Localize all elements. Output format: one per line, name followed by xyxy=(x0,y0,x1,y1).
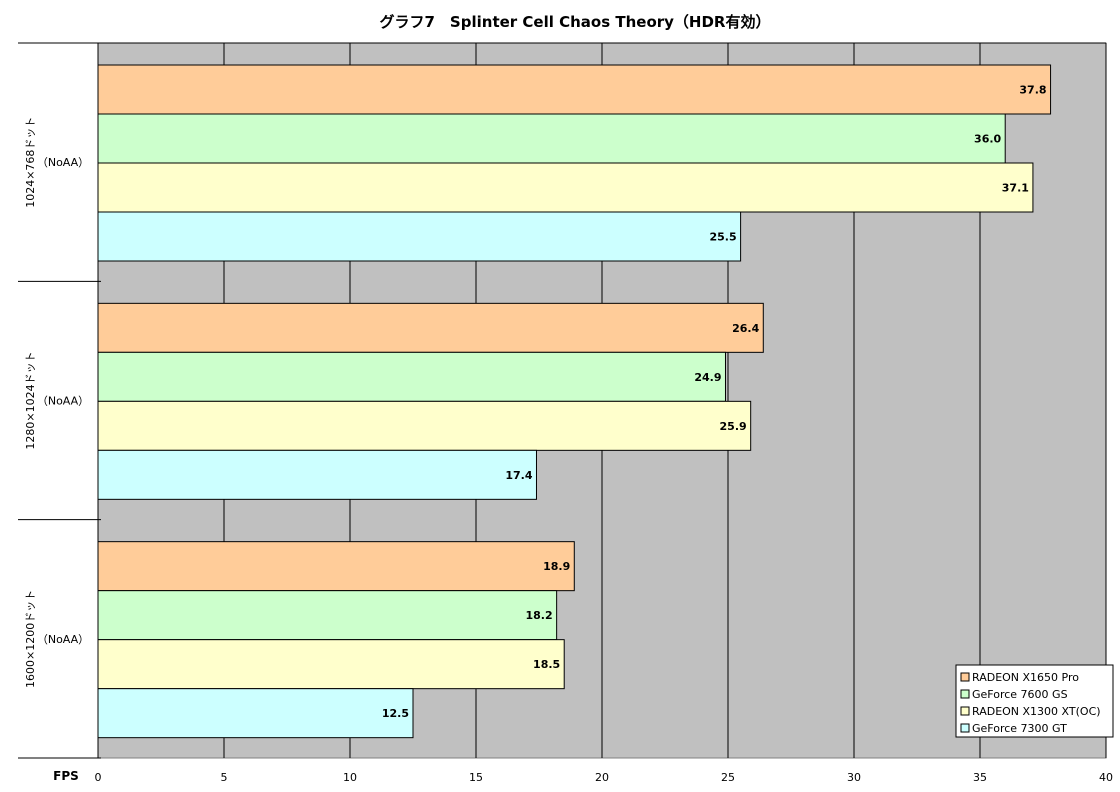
category-label-resolution: 1024×768ドット xyxy=(24,117,37,208)
bar-value-label: 37.1 xyxy=(1002,182,1029,195)
x-tick-label: 20 xyxy=(595,771,609,784)
x-tick-label: 0 xyxy=(95,771,102,784)
bar xyxy=(97,639,565,690)
bar xyxy=(97,449,537,500)
x-axis-label: FPS xyxy=(53,769,79,783)
x-tick-label: 5 xyxy=(221,771,228,784)
bar xyxy=(97,541,575,592)
bar xyxy=(97,590,558,641)
bar-value-label: 26.4 xyxy=(732,322,759,335)
legend-swatch xyxy=(960,723,970,733)
legend-entry: GeForce 7300 GT xyxy=(972,722,1067,735)
x-tick-label: 40 xyxy=(1099,771,1113,784)
bar-value-label: 37.8 xyxy=(1019,84,1046,97)
bar-value-label: 36.0 xyxy=(974,133,1001,146)
category-label-resolution: 1280×1024ドット xyxy=(24,351,37,449)
category-label-aa: （NoAA） xyxy=(37,156,89,169)
category-label-aa: （NoAA） xyxy=(37,395,89,408)
bar xyxy=(97,64,1052,115)
legend-entry: GeForce 7600 GS xyxy=(972,688,1068,701)
legend: RADEON X1650 Pro GeForce 7600 GS RADEON X1… xyxy=(955,664,1114,738)
legend-swatch xyxy=(960,672,970,682)
legend-swatch xyxy=(960,706,970,716)
bar xyxy=(97,351,726,402)
bar xyxy=(97,302,764,353)
bar-value-label: 17.4 xyxy=(505,469,532,482)
chart-title: グラフ7 Splinter Cell Chaos Theory（HDR有効） xyxy=(380,13,771,31)
bar-value-label: 18.5 xyxy=(533,658,560,671)
bar xyxy=(97,211,742,262)
x-tick-label: 15 xyxy=(469,771,483,784)
bar xyxy=(97,162,1034,213)
x-tick-label: 30 xyxy=(847,771,861,784)
bar xyxy=(97,113,1006,164)
legend-box xyxy=(955,664,1114,738)
bar-value-label: 18.2 xyxy=(525,609,552,622)
x-tick-label: 35 xyxy=(973,771,987,784)
bar-value-label: 24.9 xyxy=(694,371,721,384)
bars: 37.8 36.0 37.1 25.5 26.4 24.9 25.9 17.4 18.9 18.2… xyxy=(97,64,1052,739)
bar-value-label: 25.9 xyxy=(720,420,747,433)
bar-value-label: 12.5 xyxy=(382,707,409,720)
legend-entry: RADEON X1300 XT(OC) xyxy=(972,705,1101,718)
x-tick-label: 25 xyxy=(721,771,735,784)
category-label-resolution: 1600×1200ドット xyxy=(24,590,37,688)
bar-value-label: 18.9 xyxy=(543,560,570,573)
bar-value-label: 25.5 xyxy=(709,231,736,244)
bar xyxy=(97,688,414,739)
bar xyxy=(97,400,752,451)
x-tick-label: 10 xyxy=(343,771,357,784)
legend-swatch xyxy=(960,689,970,699)
legend-entry: RADEON X1650 Pro xyxy=(972,671,1079,684)
category-label-aa: （NoAA） xyxy=(37,633,89,646)
